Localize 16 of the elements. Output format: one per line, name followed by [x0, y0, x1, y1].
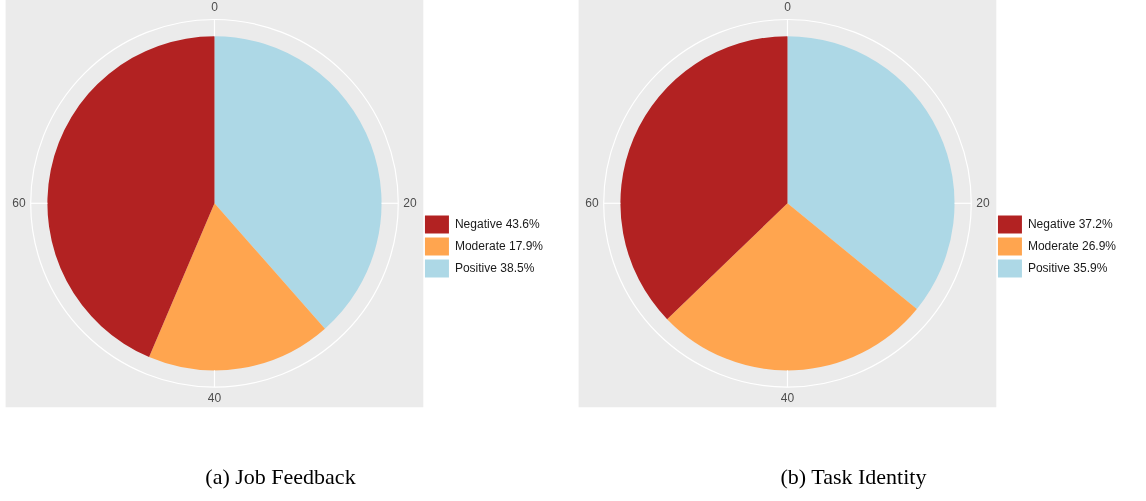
text: 40 [207, 391, 222, 406]
legend-label: Negative 43.6% [454, 216, 540, 231]
text: 40 [780, 391, 795, 406]
legend-label: Moderate 17.9% [454, 238, 544, 253]
legend-label: Moderate 26.9% [1027, 238, 1117, 253]
text: (a) Job Feedback [205, 463, 356, 489]
legend-label: Negative 37.2% [1027, 216, 1113, 231]
text: (b) Task Identity [780, 463, 927, 489]
text: 0 [784, 0, 792, 15]
text: 20 [976, 195, 990, 210]
text: 20 [403, 195, 417, 210]
legend-label: Positive 35.9% [1027, 260, 1108, 275]
text: 60 [585, 195, 599, 210]
text: 0 [211, 0, 219, 15]
text: 60 [12, 195, 26, 210]
legend-label: Positive 38.5% [454, 260, 535, 275]
